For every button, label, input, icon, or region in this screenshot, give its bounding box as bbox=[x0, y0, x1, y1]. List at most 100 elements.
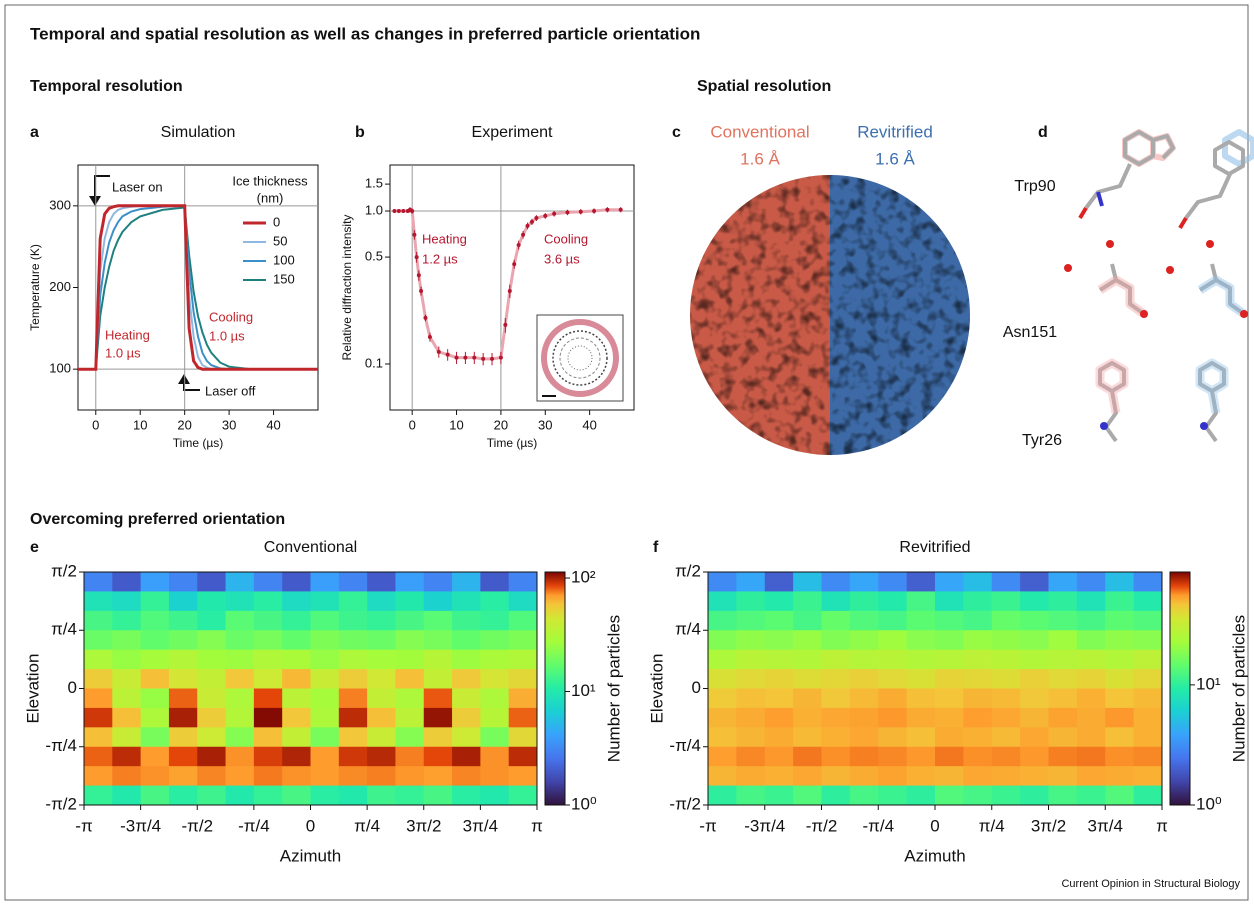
heat-cell bbox=[310, 591, 340, 612]
heat-cell bbox=[310, 630, 340, 651]
heat-cell bbox=[84, 688, 113, 709]
heat-cell bbox=[708, 746, 737, 767]
heat-cell bbox=[1020, 766, 1049, 787]
heat-cell bbox=[793, 746, 822, 767]
heat-cell bbox=[480, 630, 510, 651]
heat-cell bbox=[423, 746, 453, 767]
heat-cell bbox=[935, 688, 964, 709]
data-point bbox=[392, 209, 397, 214]
residue-label: Trp90 bbox=[1014, 178, 1055, 195]
data-point bbox=[490, 356, 495, 361]
heat-cell bbox=[906, 591, 936, 612]
heat-cell bbox=[112, 649, 142, 670]
heat-cell bbox=[395, 688, 425, 709]
heat-cell bbox=[736, 688, 766, 709]
x-tick-label: 30 bbox=[538, 417, 552, 432]
colorbar-tick-label: 10¹ bbox=[571, 681, 596, 700]
heat-cell bbox=[1020, 707, 1049, 728]
data-point bbox=[605, 207, 610, 212]
data-point bbox=[592, 209, 597, 214]
panel-letter: b bbox=[355, 124, 365, 141]
heat-cell bbox=[1133, 610, 1163, 631]
heat-cell bbox=[1048, 707, 1078, 728]
mesh bbox=[1197, 275, 1247, 318]
heat-cell bbox=[793, 610, 822, 631]
heat-cell bbox=[849, 649, 879, 670]
heat-cell bbox=[906, 630, 936, 651]
annotation: Laser on bbox=[112, 179, 163, 194]
heat-cell bbox=[168, 785, 198, 806]
heat-cell bbox=[1020, 785, 1049, 806]
map-label: Revitrified bbox=[857, 122, 933, 141]
heat-cell bbox=[367, 630, 396, 651]
heat-cell bbox=[935, 591, 964, 612]
heat-cell bbox=[197, 688, 227, 709]
data-point bbox=[454, 355, 459, 360]
heat-cell bbox=[140, 766, 170, 787]
x-axis-label: Azimuth bbox=[904, 846, 965, 865]
heat-cell bbox=[906, 610, 936, 631]
panel-letter: f bbox=[653, 539, 659, 556]
legend-label: 50 bbox=[273, 233, 287, 248]
heat-cell bbox=[168, 727, 198, 748]
colorbar-label: Number of particles bbox=[1229, 615, 1248, 762]
heat-cell bbox=[849, 785, 879, 806]
heat-cell bbox=[480, 649, 510, 670]
y-axis-label: Relative diffraction intensity bbox=[340, 215, 354, 361]
heat-cell bbox=[708, 630, 737, 651]
heat-cell bbox=[480, 746, 510, 767]
heat-cell bbox=[1076, 591, 1106, 612]
heat-cell bbox=[963, 688, 993, 709]
heat-cell bbox=[1076, 707, 1106, 728]
colorbar bbox=[544, 571, 566, 806]
panel-letter: d bbox=[1038, 124, 1048, 141]
heat-cell bbox=[878, 649, 908, 670]
ring bbox=[541, 319, 619, 397]
x-tick-label: -π bbox=[75, 816, 92, 835]
heat-cell bbox=[708, 572, 737, 592]
heat-cell bbox=[963, 707, 993, 728]
x-tick-label: -3π/4 bbox=[120, 816, 161, 835]
map-label: Conventional bbox=[710, 122, 809, 141]
heat-cell bbox=[480, 766, 510, 787]
heat-cell bbox=[197, 727, 227, 748]
heat-cell bbox=[963, 630, 993, 651]
density-map bbox=[690, 175, 970, 455]
heat-cell bbox=[935, 649, 964, 670]
panel-letter: c bbox=[672, 124, 681, 141]
heat-cell bbox=[452, 727, 481, 748]
heat-cell bbox=[793, 688, 822, 709]
colorbar-label: Number of particles bbox=[604, 615, 623, 762]
stick bbox=[1184, 140, 1245, 220]
heat-cell bbox=[367, 649, 396, 670]
heat-cell bbox=[310, 727, 340, 748]
ring bbox=[559, 337, 601, 379]
heat-cell bbox=[140, 572, 170, 592]
annotation: Heating bbox=[422, 231, 467, 246]
data-point bbox=[565, 210, 570, 215]
y-tick-label: -π/4 bbox=[45, 736, 77, 755]
y-axis-label: Elevation bbox=[23, 654, 42, 724]
atom bbox=[1100, 422, 1108, 430]
heat-cell bbox=[1133, 688, 1163, 709]
heat-cell bbox=[906, 785, 936, 806]
heat-cell bbox=[140, 591, 170, 612]
heat-cell bbox=[906, 727, 936, 748]
arrow bbox=[94, 175, 110, 200]
heat-cell bbox=[1133, 669, 1163, 689]
heat-cell bbox=[1105, 649, 1135, 670]
annotation: Laser off bbox=[205, 383, 256, 398]
heat-cell bbox=[112, 630, 142, 651]
heat-cell bbox=[963, 610, 993, 631]
heat-cell bbox=[736, 727, 766, 748]
heat-cell bbox=[338, 746, 368, 767]
heat-cell bbox=[849, 746, 879, 767]
heat-cell bbox=[225, 785, 255, 806]
heat-cell bbox=[1048, 727, 1078, 748]
heat-cell bbox=[197, 649, 227, 670]
heat-cell bbox=[764, 785, 794, 806]
heat-cell bbox=[708, 785, 737, 806]
x-tick-label: π/4 bbox=[979, 816, 1005, 835]
heat-cell bbox=[310, 707, 340, 728]
heat-cell bbox=[452, 630, 481, 651]
